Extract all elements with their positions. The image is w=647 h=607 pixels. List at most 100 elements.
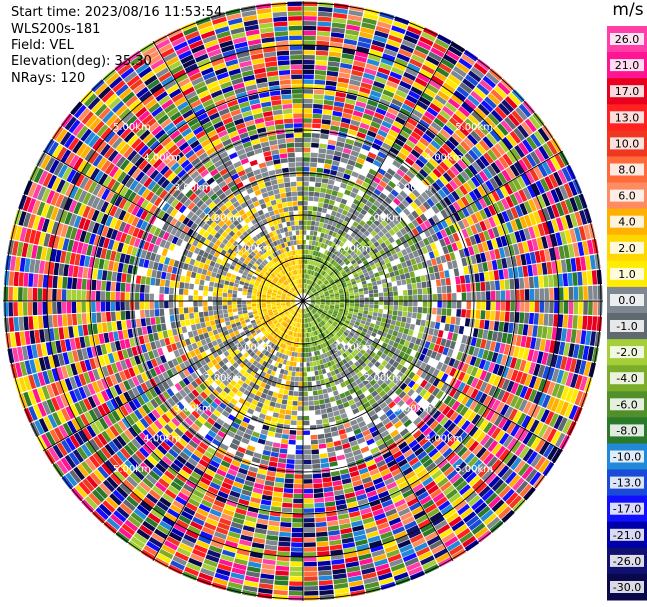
- range-gate: [254, 342, 260, 348]
- range-gate: [255, 362, 262, 369]
- range-gate: [120, 292, 125, 301]
- range-gate: [243, 454, 253, 461]
- range-gate: [259, 346, 265, 353]
- range-gate: [314, 320, 318, 325]
- range-gate: [333, 485, 343, 491]
- range-gate: [258, 587, 273, 594]
- range-gate: [277, 324, 282, 329]
- range-gate: [279, 312, 284, 316]
- range-gate: [414, 465, 425, 475]
- range-gate: [317, 555, 331, 562]
- range-gate: [72, 449, 84, 463]
- range-gate: [291, 303, 296, 305]
- velocity-sectors: [3, 1, 603, 601]
- range-gate: [290, 552, 303, 557]
- range-gate: [258, 358, 265, 365]
- range-gate: [183, 289, 189, 295]
- range-gate: [127, 441, 138, 453]
- range-gate: [379, 577, 394, 586]
- range-gate: [338, 330, 343, 336]
- range-gate: [152, 349, 160, 358]
- range-gate: [275, 472, 285, 478]
- range-gate: [412, 429, 422, 439]
- range-gate: [208, 393, 217, 401]
- range-gate: [585, 330, 592, 346]
- range-gate: [266, 295, 271, 298]
- range-gate: [331, 348, 337, 354]
- range-gate: [501, 391, 510, 403]
- range-gate: [290, 321, 294, 326]
- range-gate: [310, 311, 314, 315]
- range-gate: [277, 546, 291, 552]
- range-gate: [480, 339, 487, 349]
- range-gate: [293, 386, 299, 392]
- range-gate: [405, 397, 414, 406]
- range-gate: [312, 473, 322, 479]
- range-gate: [174, 281, 180, 288]
- range-gate: [324, 305, 330, 308]
- range-gate: [111, 410, 121, 422]
- range-gate: [269, 456, 279, 463]
- range-gate: [118, 221, 127, 232]
- range-gate: [159, 255, 166, 264]
- range-gate: [303, 401, 309, 406]
- range-gate: [139, 500, 153, 512]
- range-gate: [67, 351, 75, 364]
- range-gate: [73, 325, 79, 338]
- range-gate: [263, 337, 269, 343]
- range-gate: [92, 323, 98, 335]
- range-gate: [273, 320, 278, 325]
- range-gate: [515, 335, 522, 347]
- range-gate: [449, 340, 456, 350]
- range-gate: [505, 471, 517, 485]
- range-gate: [185, 502, 198, 512]
- range-gate: [372, 553, 387, 562]
- range-gate: [97, 404, 107, 417]
- range-gate: [438, 403, 447, 413]
- range-gate: [462, 373, 470, 384]
- range-gate: [305, 347, 309, 353]
- range-gate: [428, 448, 439, 458]
- range-gate: [351, 357, 357, 364]
- range-gate: [29, 330, 36, 344]
- range-gate: [95, 291, 101, 301]
- range-gate: [81, 290, 86, 301]
- range-gate: [328, 534, 341, 541]
- range-gate: [519, 385, 529, 399]
- range-gate: [68, 452, 80, 466]
- range-gate: [289, 566, 303, 572]
- range-gate: [252, 290, 258, 294]
- range-gate: [483, 422, 493, 434]
- range-gate: [506, 454, 518, 468]
- range-gate: [293, 357, 298, 362]
- range-gate: [486, 350, 494, 362]
- range-gate: [363, 307, 369, 311]
- range-gate: [377, 371, 385, 379]
- range-gate: [254, 447, 264, 454]
- range-gate: [477, 348, 485, 359]
- range-gate: [304, 556, 317, 562]
- range-gate: [96, 312, 102, 323]
- range-gate: [14, 225, 23, 241]
- range-gate: [166, 344, 173, 353]
- range-gate: [41, 385, 51, 400]
- range-gate: [147, 512, 161, 524]
- range-gate: [184, 395, 193, 404]
- range-gate: [124, 460, 136, 472]
- range-gate: [226, 430, 236, 438]
- range-gate: [127, 328, 134, 338]
- range-gate: [501, 378, 510, 391]
- range-gate: [356, 318, 361, 323]
- range-gate: [301, 308, 303, 314]
- range-gate: [227, 468, 238, 477]
- range-gate: [240, 320, 246, 325]
- range-gate: [331, 314, 337, 318]
- range-gate: [311, 326, 315, 332]
- range-gate: [324, 306, 329, 310]
- range-gate: [282, 333, 287, 338]
- range-gate: [280, 348, 285, 354]
- range-gate: [357, 326, 364, 331]
- range-gate: [550, 430, 562, 445]
- range-gate: [267, 431, 275, 437]
- range-gate: [260, 459, 269, 466]
